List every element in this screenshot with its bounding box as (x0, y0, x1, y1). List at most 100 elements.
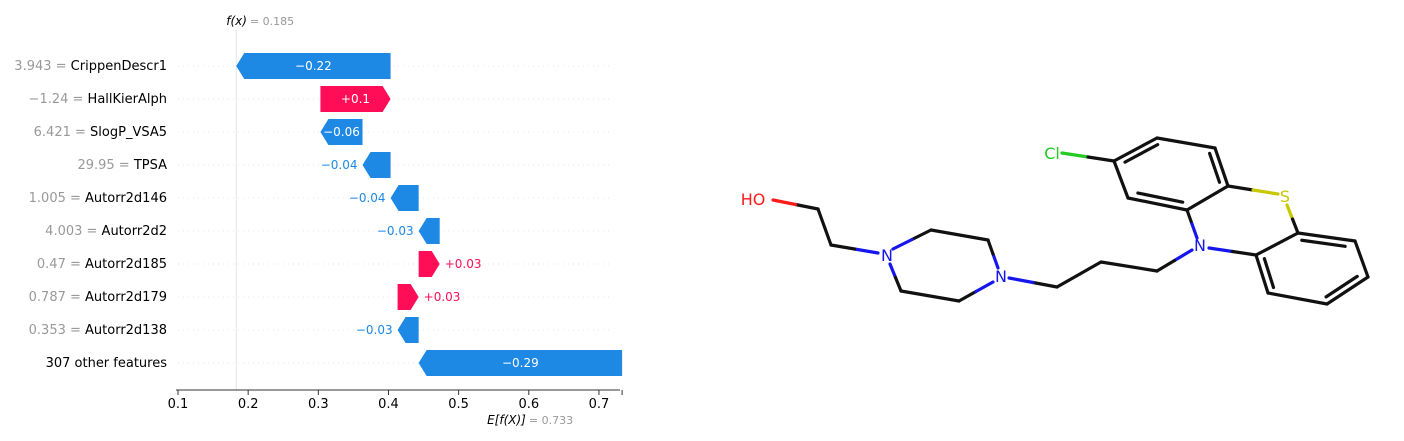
bond (1155, 136, 1217, 150)
bar-value-label: +0.1 (341, 92, 370, 106)
bar-value-label: −0.04 (349, 191, 386, 205)
feature-label: 3.943 = CrippenDescr1 (14, 59, 167, 74)
bond (1007, 276, 1035, 285)
bond (1185, 208, 1194, 226)
bar-value-label: −0.03 (356, 323, 393, 337)
bond (1172, 248, 1194, 263)
bond (793, 202, 820, 211)
shap-waterfall-chart: f(x) = 0.185 −0.22 3.943 = CrippenDescr1 +0.… (14, 14, 623, 427)
double-bond (1123, 143, 1160, 164)
feature-value: 0.353 = (29, 323, 85, 338)
bond (1086, 155, 1116, 163)
double-bond (1300, 238, 1347, 248)
x-tick-label: 0.7 (589, 397, 610, 412)
bond (910, 228, 933, 242)
bond (974, 280, 995, 294)
fx-label-name: f(x) (226, 14, 247, 28)
bond (1185, 184, 1230, 212)
atom-label-nitrogen: N (881, 246, 893, 265)
bond (1055, 260, 1103, 289)
bar-value-label: −0.29 (502, 356, 539, 370)
double-bond (1324, 274, 1359, 299)
bar-autorr2d179 (397, 284, 419, 310)
bar-autorr2d2 (418, 218, 440, 244)
bar-value-label: +0.03 (424, 290, 461, 304)
bond (899, 289, 961, 303)
bond (893, 275, 903, 293)
bond (986, 238, 995, 256)
expected-value-name: E[f(X)] (487, 413, 526, 427)
atom-label-sulfur: S (1280, 187, 1290, 206)
feature-label: 0.787 = Autorr2d179 (29, 290, 167, 305)
feature-name: Autorr2d2 (102, 224, 167, 239)
bond (1155, 258, 1177, 273)
bond (929, 228, 990, 242)
bar-crippendescr1 (236, 53, 391, 79)
bond (1190, 222, 1199, 240)
feature-name: Autorr2d185 (85, 257, 167, 272)
x-tick-label: 0.2 (238, 397, 259, 412)
feature-label: 29.95 = TPSA (77, 158, 167, 173)
feature-name: Autorr2d138 (85, 323, 167, 338)
bond (1112, 136, 1159, 163)
feature-value: 4.003 = (45, 224, 101, 239)
bond (1230, 249, 1258, 257)
feature-value: 6.421 = (34, 125, 90, 140)
bond (1285, 203, 1295, 221)
bar-autorr2d185 (418, 251, 440, 277)
feature-name: CrippenDescr1 (71, 59, 167, 74)
bond (1207, 246, 1235, 254)
feature-label: 1.005 = Autorr2d146 (29, 191, 167, 206)
atom-label-chlorine: Cl (1044, 144, 1060, 163)
bond (891, 237, 914, 251)
bar-value-label: −0.03 (377, 224, 414, 238)
bar-value-label: −0.06 (323, 125, 360, 139)
fx-label-value: = 0.185 (250, 15, 294, 28)
feature-value: 0.787 = (29, 290, 85, 305)
bar-slogp_vsa5 (320, 119, 363, 145)
bar-autorr2d146 (390, 185, 419, 211)
bond (1031, 280, 1059, 289)
bond (1112, 159, 1130, 200)
bond (1296, 231, 1357, 243)
bond (1353, 239, 1370, 279)
x-tick-label: 0.6 (518, 397, 539, 412)
bar-autorr2d138 (397, 317, 419, 343)
x-tick-label: 0.3 (308, 397, 329, 412)
bond (1213, 146, 1230, 188)
bond (1290, 217, 1300, 235)
feature-value: −1.24 = (29, 92, 88, 107)
double-bond (1208, 151, 1222, 184)
x-tick-label: 0.5 (448, 397, 469, 412)
bond (1099, 260, 1159, 273)
atom-label-nitrogen: N (995, 267, 1007, 286)
atom-label-hydroxyl: HO (741, 190, 766, 209)
feature-name: 307 other features (46, 356, 168, 371)
x-tick-label: 0.1 (168, 397, 189, 412)
feature-name: Autorr2d179 (85, 290, 167, 305)
feature-name: SlogP_VSA5 (90, 125, 167, 140)
bond (957, 289, 978, 303)
bar-value-label: −0.04 (321, 158, 358, 172)
molecule-structure: Cl S N N N HO (741, 136, 1370, 306)
bond (1251, 188, 1280, 196)
bar-hallkieralph (320, 86, 391, 112)
feature-value: 29.95 = (77, 158, 133, 173)
bond (1325, 275, 1370, 306)
bond (1126, 196, 1189, 212)
feature-name: Autorr2d146 (85, 191, 167, 206)
feature-value: 3.943 = (14, 59, 70, 74)
feature-name: TPSA (133, 158, 167, 173)
bond (1226, 184, 1255, 192)
feature-label: 6.421 = SlogP_VSA5 (34, 125, 167, 140)
expected-value-value: = 0.733 (529, 414, 573, 427)
bond (1254, 253, 1270, 295)
feature-label: 4.003 = Autorr2d2 (45, 224, 167, 239)
bar-value-label: +0.03 (445, 257, 482, 271)
feature-label: 0.353 = Autorr2d138 (29, 323, 167, 338)
bond (888, 262, 898, 280)
bond (1060, 151, 1090, 159)
bond (1254, 231, 1300, 257)
feature-value: 1.005 = (29, 191, 85, 206)
